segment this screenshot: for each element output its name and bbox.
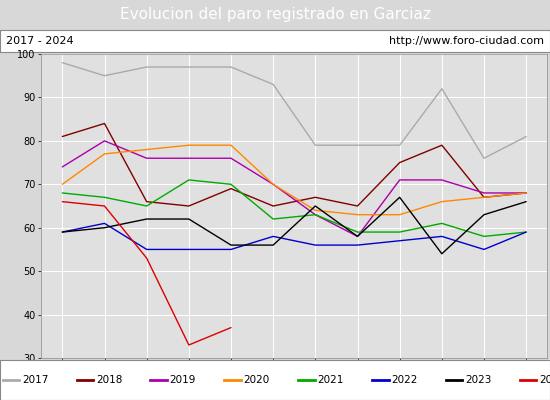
- Text: 2022: 2022: [391, 375, 417, 385]
- Text: Evolucion del paro registrado en Garciaz: Evolucion del paro registrado en Garciaz: [119, 8, 431, 22]
- Text: 2017 - 2024: 2017 - 2024: [6, 36, 73, 46]
- Text: 2020: 2020: [244, 375, 270, 385]
- Text: 2023: 2023: [465, 375, 492, 385]
- Text: 2017: 2017: [22, 375, 48, 385]
- Text: 2019: 2019: [170, 375, 196, 385]
- Text: 2018: 2018: [96, 375, 122, 385]
- Text: 2021: 2021: [317, 375, 344, 385]
- Text: 2024: 2024: [539, 375, 550, 385]
- Text: http://www.foro-ciudad.com: http://www.foro-ciudad.com: [389, 36, 544, 46]
